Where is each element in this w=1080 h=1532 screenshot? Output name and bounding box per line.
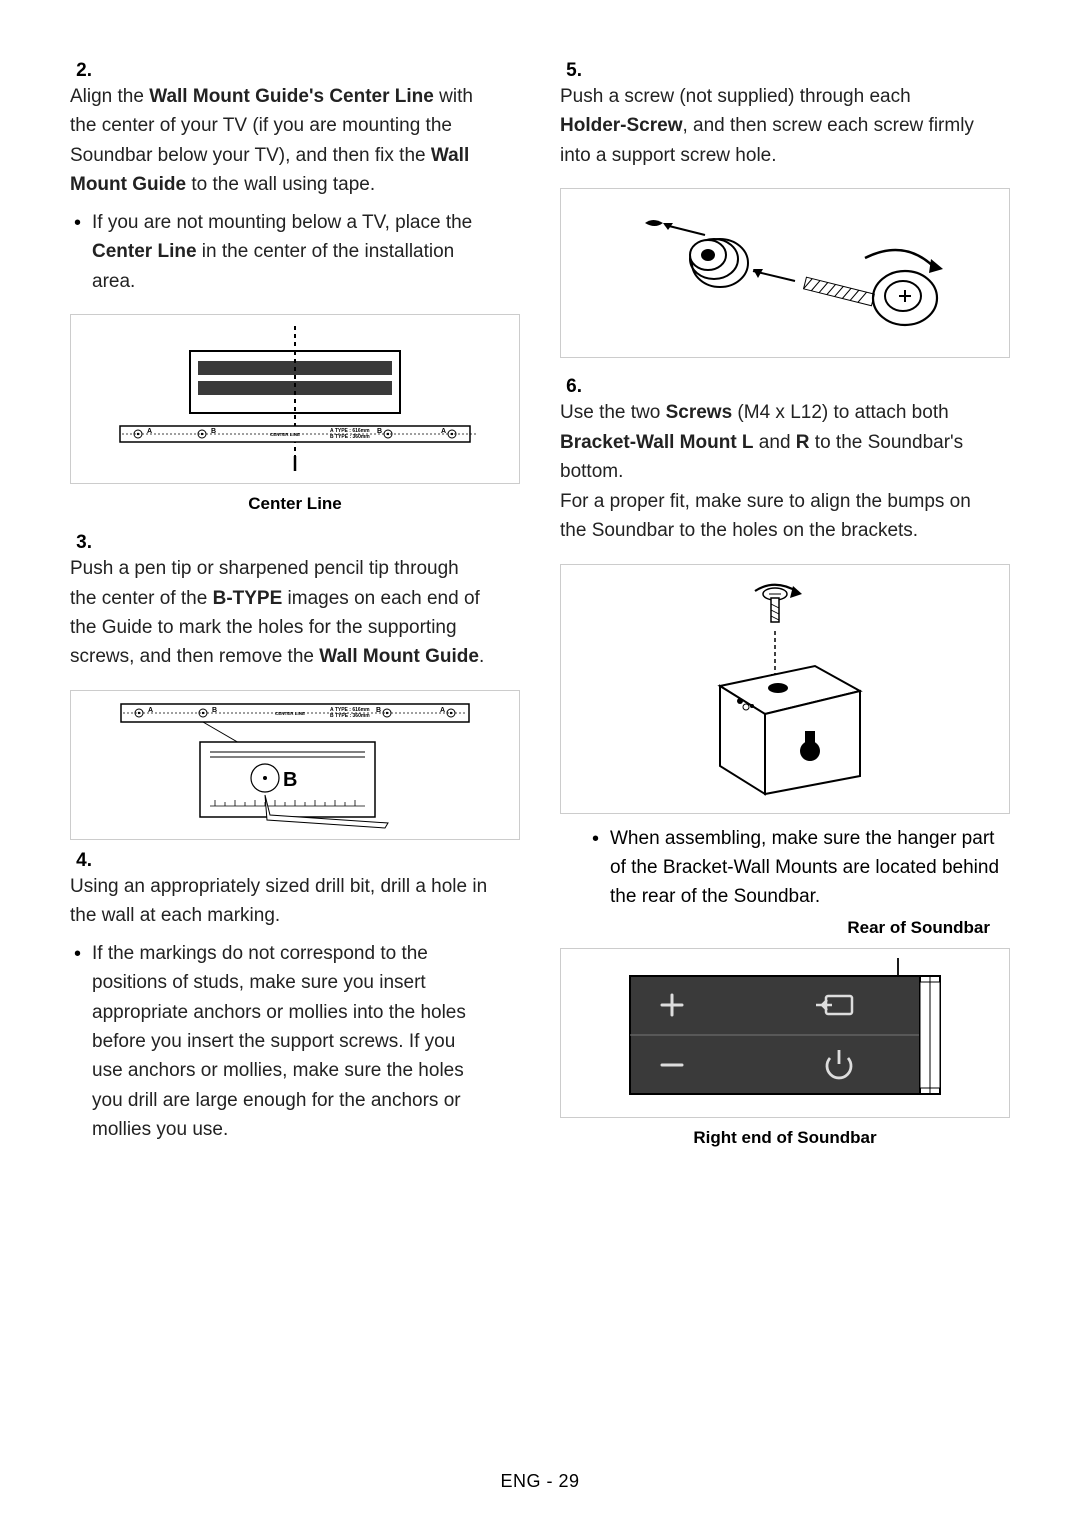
step-5: 5. Push a screw (not supplied) through e…	[560, 60, 1010, 170]
svg-text:B: B	[283, 769, 297, 791]
svg-text:A: A	[147, 428, 152, 435]
center-line-caption: Center Line	[70, 494, 520, 514]
left-column: 2. Align the Wall Mount Guide's Center L…	[70, 60, 520, 1166]
step-6-num: 6.	[560, 376, 588, 398]
step-4-body: Using an appropriately sized drill bit, …	[70, 872, 488, 1145]
content-columns: 2. Align the Wall Mount Guide's Center L…	[70, 60, 1010, 1166]
diagram-bracket	[560, 564, 1010, 814]
step-5-body: Push a screw (not supplied) through each…	[560, 82, 978, 170]
holder-screw-svg	[605, 203, 965, 343]
step-4-bullet: If the markings do not correspond to the…	[70, 939, 488, 1145]
step-2-text: Align the Wall Mount Guide's Center Line…	[70, 86, 473, 195]
right-column: 5. Push a screw (not supplied) through e…	[560, 60, 1010, 1166]
step-6-text-1: Use the two Screws (M4 x L12) to attach …	[560, 402, 963, 482]
rear-svg	[600, 958, 970, 1108]
step-3-num: 3.	[70, 532, 98, 554]
step-2-bullet: If you are not mounting below a TV, plac…	[70, 208, 488, 296]
svg-text:CENTER LINE: CENTER LINE	[275, 711, 305, 716]
step-3: 3. Push a pen tip or sharpened pencil ti…	[70, 532, 520, 672]
svg-text:CENTER LINE: CENTER LINE	[270, 432, 300, 437]
svg-text:B TYPE : 360mm: B TYPE : 360mm	[330, 434, 370, 440]
step-6-bullet: When assembling, make sure the hanger pa…	[588, 824, 1010, 912]
svg-text:B TYPE : 360mm: B TYPE : 360mm	[330, 713, 370, 719]
svg-text:B: B	[376, 707, 381, 714]
step-5-num: 5.	[560, 60, 588, 82]
rear-label-wrap: Rear of Soundbar	[560, 918, 990, 938]
bracket-svg	[660, 576, 910, 801]
step-2-num: 2.	[70, 60, 98, 82]
step-6: 6. Use the two Screws (M4 x L12) to atta…	[560, 376, 1010, 545]
step-4-text: Using an appropriately sized drill bit, …	[70, 876, 487, 926]
svg-text:A: A	[148, 707, 153, 714]
diagram-holder-screw	[560, 188, 1010, 358]
svg-text:B: B	[377, 428, 382, 435]
step-2-body: Align the Wall Mount Guide's Center Line…	[70, 82, 488, 296]
right-end-caption: Right end of Soundbar	[560, 1128, 1010, 1148]
step-6-text-2: For a proper fit, make sure to align the…	[560, 491, 971, 541]
step-2: 2. Align the Wall Mount Guide's Center L…	[70, 60, 520, 296]
center-line-svg: A B CENTER LINE A TYPE : 616mm B TYPE : …	[110, 326, 480, 476]
diagram-btype: A B CENTER LINE A TYPE : 616mm B TYPE : …	[70, 690, 520, 840]
svg-text:B: B	[211, 428, 216, 435]
step-2-bullet-text: If you are not mounting below a TV, plac…	[92, 212, 472, 292]
svg-text:A: A	[441, 428, 446, 435]
step-3-body: Push a pen tip or sharpened pencil tip t…	[70, 554, 488, 672]
step-4-num: 4.	[70, 850, 98, 872]
step-6-bullet-text: When assembling, make sure the hanger pa…	[610, 828, 999, 908]
step-6-body: Use the two Screws (M4 x L12) to attach …	[560, 398, 978, 545]
step-4-bullet-text: If the markings do not correspond to the…	[92, 943, 466, 1141]
svg-text:A: A	[440, 707, 445, 714]
step-5-text: Push a screw (not supplied) through each…	[560, 86, 974, 166]
rear-label: Rear of Soundbar	[847, 918, 990, 937]
step-3-text: Push a pen tip or sharpened pencil tip t…	[70, 558, 484, 667]
btype-svg: A B CENTER LINE A TYPE : 616mm B TYPE : …	[115, 700, 475, 830]
diagram-rear	[560, 948, 1010, 1118]
page-footer: ENG - 29	[0, 1471, 1080, 1492]
svg-text:B: B	[212, 707, 217, 714]
diagram-center-line: A B CENTER LINE A TYPE : 616mm B TYPE : …	[70, 314, 520, 484]
step-4: 4. Using an appropriately sized drill bi…	[70, 850, 520, 1145]
